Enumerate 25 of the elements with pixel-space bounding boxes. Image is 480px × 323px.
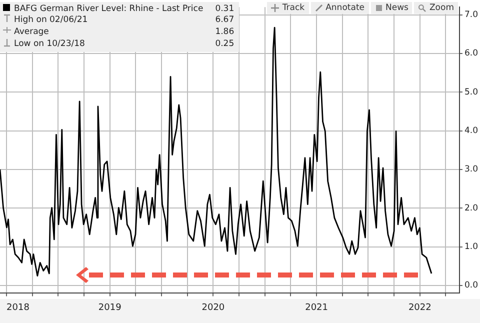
y-tick-label: 5.0 [464, 87, 478, 98]
y-tick-label: 2.0 [464, 203, 478, 214]
x-tick-label: 2022 [408, 302, 432, 313]
annotation: Zoom [429, 3, 454, 13]
y-tick-label: 6.0 [464, 48, 478, 59]
x-tick-label: 2021 [305, 302, 328, 313]
y-tick-label: 4.0 [464, 126, 478, 136]
annotation: Average [14, 26, 50, 38]
annotation: 6.67 [214, 14, 236, 26]
annotation: Annotate [326, 3, 365, 13]
x-tick-label: 2018 [6, 302, 30, 313]
annotation: Track [282, 3, 305, 13]
annotation: Low on 10/23/18 [14, 38, 86, 50]
y-tick-label: 7.0 [464, 10, 478, 20]
legend-label: BAFG German River Level: Rhine - Last Price [14, 4, 204, 14]
x-tick-label: 2020 [202, 302, 225, 313]
y-tick-label: 0.0 [464, 280, 478, 291]
annotation: 0.25 [214, 38, 236, 50]
x-tick-label: 2019 [98, 302, 122, 313]
annotation: High on 02/06/21 [14, 14, 89, 26]
annotation: 1.86 [214, 26, 236, 38]
annotation: News [386, 3, 408, 13]
y-tick-label: 1.0 [464, 242, 478, 252]
annotation: 0.31 [214, 4, 236, 14]
y-tick-label: 3.0 [464, 164, 478, 175]
